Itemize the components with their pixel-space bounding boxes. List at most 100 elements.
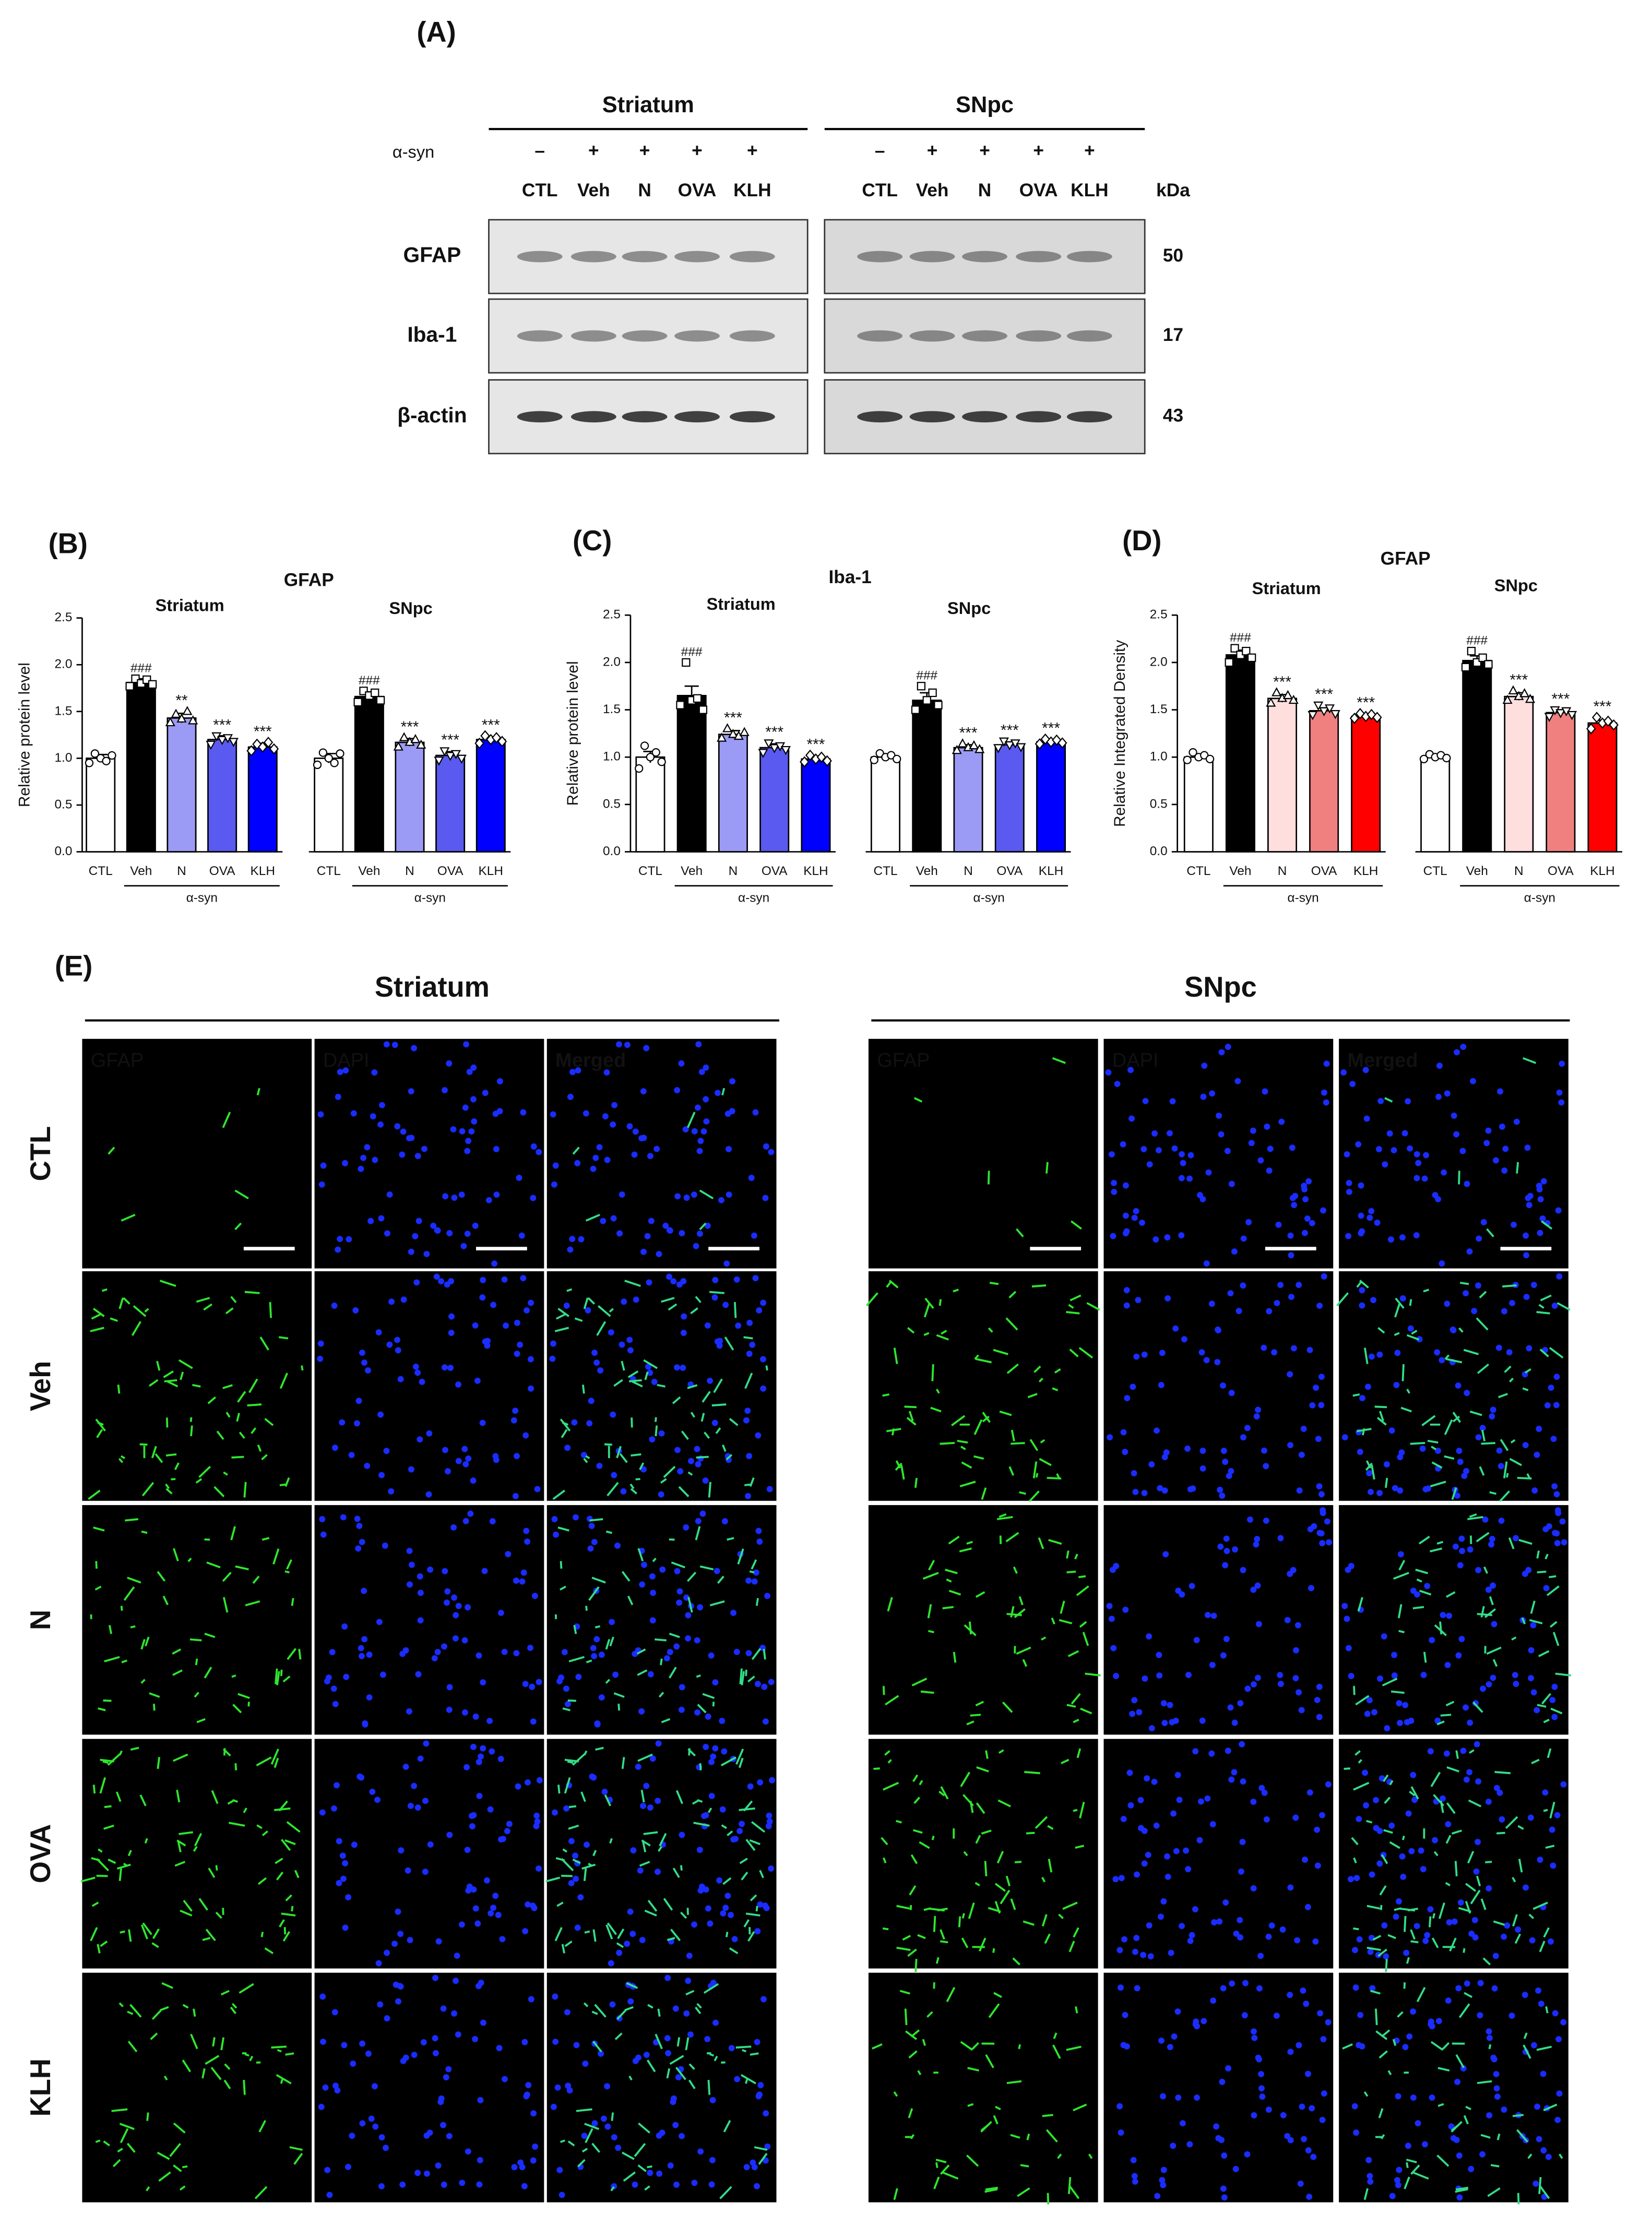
astrocyte-process: [959, 1481, 976, 1487]
astrocyte-process: [893, 1347, 898, 1364]
data-point: [822, 755, 832, 767]
astrocyte-process: [1455, 2186, 1469, 2191]
astrocyte-process: [228, 1822, 245, 1827]
nucleus: [1277, 1535, 1284, 1542]
astrocyte-process: [745, 1912, 760, 1917]
nucleus: [1250, 1587, 1257, 1593]
astrocyte-process: [967, 2067, 980, 2072]
nucleus: [495, 1912, 502, 1918]
nucleus: [438, 1278, 445, 1285]
astrocyte-process: [118, 1868, 122, 1881]
nucleus: [1201, 1062, 1208, 1069]
nucleus: [432, 1974, 439, 1981]
bar: [994, 744, 1025, 853]
astrocyte-process: [1400, 1406, 1412, 1413]
astrocyte-process: [883, 1857, 887, 1864]
nucleus: [1274, 1299, 1280, 1306]
nucleus: [1108, 1615, 1115, 1622]
astrocyte-process: [269, 1302, 272, 1318]
astrocyte-process: [637, 1548, 644, 1562]
nucleus: [1174, 1771, 1181, 1778]
astrocyte-process: [976, 1802, 985, 1814]
nucleus: [1223, 1636, 1230, 1642]
astrocyte-process: [931, 1364, 934, 1381]
nucleus: [1403, 1949, 1410, 1956]
nucleus: [337, 1236, 343, 1243]
nucleus: [1435, 1093, 1442, 1100]
nucleus: [724, 1893, 731, 1899]
y-tick-label: 0.0: [54, 844, 72, 858]
blot-band: [622, 251, 668, 263]
y-tick-label: 0.5: [1150, 797, 1168, 811]
nucleus: [478, 1979, 484, 1986]
astrocyte-process: [1522, 1387, 1529, 1391]
nucleus: [648, 1217, 655, 1224]
nucleus: [762, 1195, 769, 1201]
nucleus: [1225, 2065, 1232, 2072]
data-point: [434, 756, 444, 766]
nucleus: [1527, 1814, 1534, 1821]
nucleus: [513, 1577, 519, 1584]
nucleus: [1368, 1208, 1375, 1214]
astrocyte-process: [1006, 2080, 1022, 2084]
nucleus: [471, 1118, 478, 1125]
astrocyte-process: [1467, 1851, 1475, 1864]
nucleus: [1164, 1873, 1171, 1880]
nucleus: [647, 1369, 653, 1376]
astrocyte-process: [1455, 2188, 1468, 2193]
nucleus: [709, 2157, 716, 2163]
astrocyte-process: [758, 2153, 768, 2165]
nucleus: [1124, 1394, 1131, 1401]
nucleus: [616, 2015, 623, 2021]
astrocyte-process: [1549, 1802, 1555, 1819]
nucleus: [1251, 2035, 1258, 2041]
nucleus: [1531, 1487, 1538, 1494]
astrocyte-process: [177, 1840, 182, 1853]
astrocyte-process: [591, 2011, 598, 2015]
astrocyte-process: [557, 1308, 569, 1317]
nucleus: [761, 1684, 768, 1690]
astrocyte-process: [908, 2108, 913, 2119]
nucleus: [1362, 1769, 1369, 1776]
astrocyte-process: [1455, 1750, 1459, 1759]
astrocyte-process: [998, 1749, 1004, 1754]
nucleus: [465, 1455, 472, 1462]
astrocyte-process: [99, 1777, 106, 1794]
nucleus: [1254, 1582, 1261, 1589]
bar: [1225, 654, 1255, 853]
astrocyte-process: [94, 1586, 102, 1591]
nucleus: [1349, 1081, 1356, 1087]
nucleus: [414, 2170, 421, 2177]
astrocyte-process: [1054, 1368, 1061, 1374]
astrocyte-process: [1086, 1302, 1100, 1311]
astrocyte-process: [1066, 1704, 1076, 1708]
nucleus: [1139, 1220, 1145, 1226]
nucleus: [444, 1599, 450, 1606]
astrocyte-process: [588, 1586, 600, 1601]
data-point: [1189, 748, 1197, 757]
nucleus: [1501, 1308, 1507, 1315]
astrocyte-process: [1026, 1831, 1035, 1835]
blot-band: [729, 411, 775, 423]
protein-label: GFAP: [403, 243, 461, 267]
astrocyte-process: [605, 1678, 611, 1684]
astrocyte-process: [156, 1361, 161, 1371]
nucleus: [1492, 1953, 1499, 1959]
astrocyte-process: [923, 1303, 931, 1318]
nucleus: [1414, 1591, 1420, 1598]
nucleus: [349, 2133, 355, 2139]
nucleus: [1424, 1932, 1431, 1938]
nucleus: [1232, 2166, 1239, 2172]
nucleus: [1464, 1390, 1470, 1397]
nucleus: [561, 1649, 568, 1655]
nucleus: [749, 1341, 756, 1348]
x-tick-label: CTL: [317, 864, 341, 878]
astrocyte-process: [1423, 1651, 1427, 1663]
nucleus: [1396, 1700, 1403, 1707]
nucleus: [589, 1773, 596, 1780]
astrocyte-process: [1371, 1464, 1375, 1480]
nucleus: [341, 1623, 348, 1630]
nucleus: [1258, 2071, 1265, 2077]
nucleus: [331, 2009, 338, 2016]
nucleus: [434, 1227, 441, 1234]
